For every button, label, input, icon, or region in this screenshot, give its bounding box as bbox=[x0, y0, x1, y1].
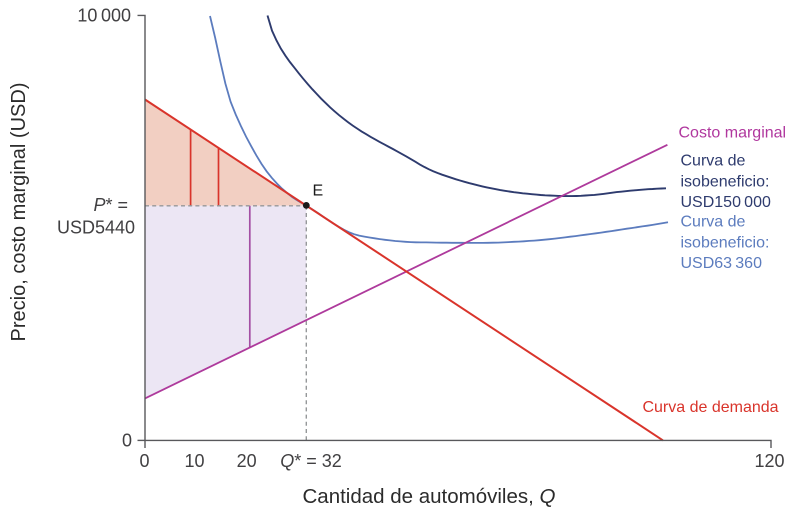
svg-text:10 000: 10 000 bbox=[77, 6, 131, 26]
svg-text:USD5440: USD5440 bbox=[57, 218, 135, 238]
svg-text:Costo marginal: Costo marginal bbox=[679, 125, 787, 142]
svg-text:120: 120 bbox=[754, 451, 784, 471]
svg-text:Cantidad de automóviles, Q: Cantidad de automóviles, Q bbox=[303, 485, 556, 508]
svg-text:Precio, costo marginal (USD): Precio, costo marginal (USD) bbox=[8, 83, 30, 342]
svg-text:Curva de demanda: Curva de demanda bbox=[642, 399, 778, 416]
svg-text:Q* = 32: Q* = 32 bbox=[280, 451, 342, 471]
svg-text:P* =: P* = bbox=[93, 195, 128, 215]
svg-text:20: 20 bbox=[237, 451, 257, 471]
svg-text:0: 0 bbox=[122, 431, 132, 451]
svg-text:0: 0 bbox=[139, 451, 149, 471]
svg-text:E: E bbox=[313, 183, 324, 200]
svg-text:10: 10 bbox=[184, 451, 204, 471]
